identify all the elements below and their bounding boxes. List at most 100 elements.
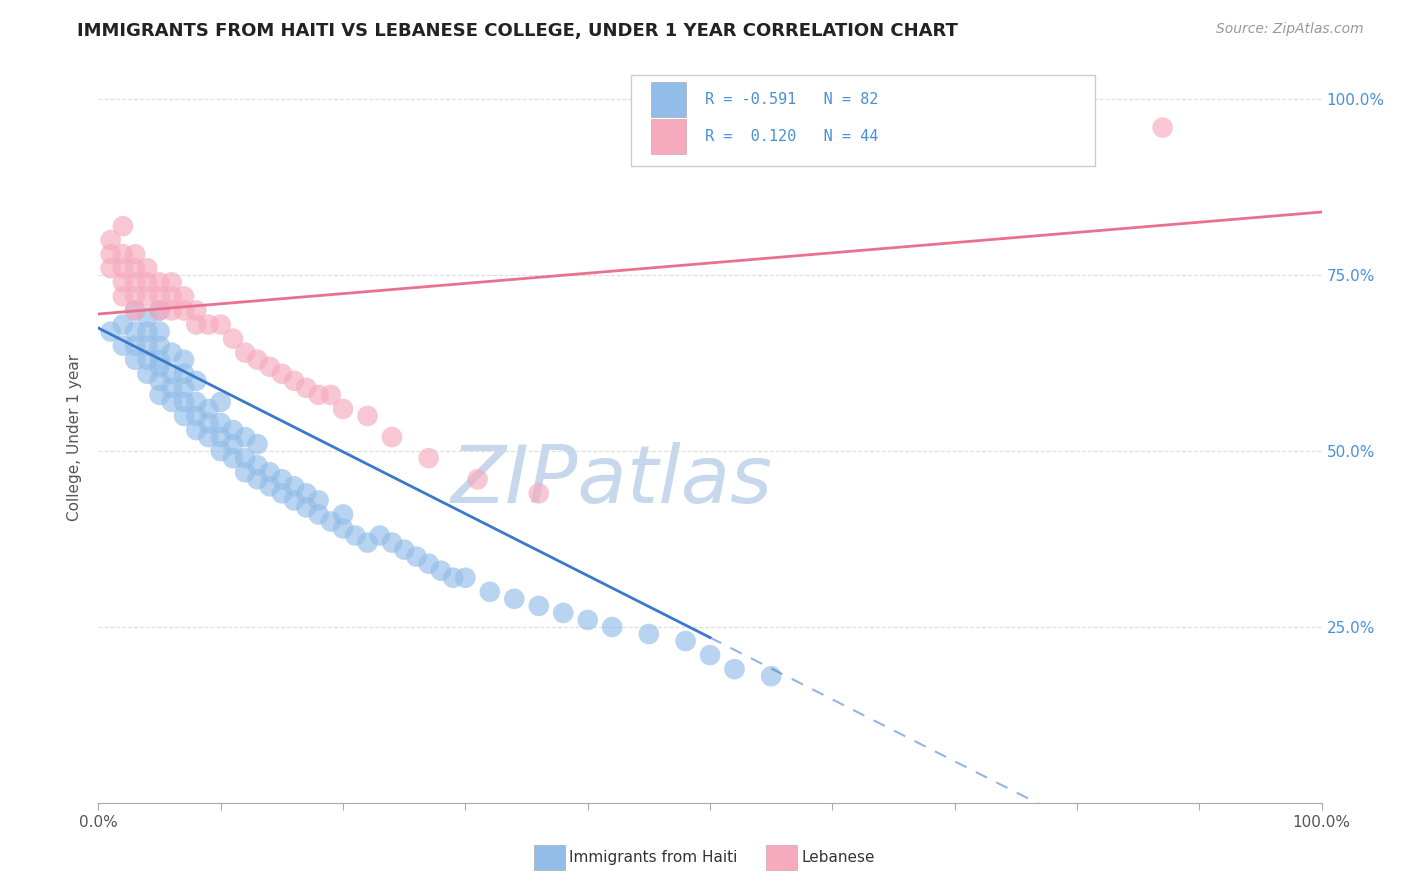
Point	[418, 557, 440, 571]
Point	[209, 444, 232, 458]
Point	[149, 325, 172, 339]
Point	[478, 584, 501, 599]
Point	[270, 472, 294, 486]
Point	[233, 430, 256, 444]
Point	[124, 339, 146, 353]
Text: Source: ZipAtlas.com: Source: ZipAtlas.com	[1216, 22, 1364, 37]
Point	[381, 430, 404, 444]
Point	[136, 289, 159, 303]
Point	[332, 508, 354, 522]
Point	[308, 508, 330, 522]
Point	[186, 395, 208, 409]
Point	[100, 325, 122, 339]
Point	[209, 395, 232, 409]
Point	[418, 451, 440, 466]
Point	[160, 381, 183, 395]
Point	[233, 451, 256, 466]
Point	[186, 423, 208, 437]
Point	[160, 395, 183, 409]
Point	[111, 261, 134, 276]
Point	[270, 367, 294, 381]
Point	[1152, 120, 1174, 135]
Point	[222, 451, 245, 466]
Point	[209, 318, 232, 332]
Point	[356, 409, 378, 423]
Point	[160, 303, 183, 318]
Point	[136, 367, 159, 381]
Point	[111, 247, 134, 261]
Point	[454, 571, 477, 585]
Bar	[651, 119, 686, 154]
Point	[699, 648, 721, 662]
Point	[295, 500, 318, 515]
Point	[173, 367, 195, 381]
Point	[111, 219, 134, 233]
Point	[259, 359, 281, 374]
Point	[197, 416, 219, 430]
Point	[576, 613, 599, 627]
Text: Lebanese: Lebanese	[801, 850, 875, 864]
Point	[160, 276, 183, 290]
Point	[246, 458, 269, 473]
Point	[173, 352, 195, 367]
Point	[233, 465, 256, 479]
Point	[124, 276, 146, 290]
Point	[319, 515, 342, 529]
Point	[111, 318, 134, 332]
Point	[149, 388, 172, 402]
Point	[197, 318, 219, 332]
Point	[270, 486, 294, 500]
Text: IMMIGRANTS FROM HAITI VS LEBANESE COLLEGE, UNDER 1 YEAR CORRELATION CHART: IMMIGRANTS FROM HAITI VS LEBANESE COLLEG…	[77, 22, 959, 40]
Point	[111, 339, 134, 353]
Point	[246, 437, 269, 451]
Point	[149, 303, 172, 318]
Point	[527, 486, 550, 500]
Point	[553, 606, 575, 620]
Point	[209, 430, 232, 444]
Point	[527, 599, 550, 613]
Point	[149, 276, 172, 290]
Point	[723, 662, 745, 676]
Point	[100, 233, 122, 247]
Point	[100, 247, 122, 261]
Point	[149, 352, 172, 367]
Text: R =  0.120   N = 44: R = 0.120 N = 44	[706, 129, 879, 144]
Point	[600, 620, 623, 634]
Point	[283, 493, 305, 508]
Text: R = -0.591   N = 82: R = -0.591 N = 82	[706, 93, 879, 107]
Point	[332, 521, 354, 535]
Point	[344, 528, 367, 542]
Point	[405, 549, 427, 564]
Point	[430, 564, 453, 578]
Point	[283, 479, 305, 493]
Point	[149, 339, 172, 353]
Y-axis label: College, Under 1 year: College, Under 1 year	[67, 353, 83, 521]
Point	[319, 388, 342, 402]
Point	[111, 276, 134, 290]
Point	[160, 367, 183, 381]
Point	[467, 472, 489, 486]
Point	[124, 261, 146, 276]
Point	[222, 332, 245, 346]
Point	[136, 310, 159, 325]
Point	[186, 318, 208, 332]
Point	[173, 289, 195, 303]
Point	[124, 303, 146, 318]
Text: Immigrants from Haiti: Immigrants from Haiti	[569, 850, 738, 864]
Point	[111, 289, 134, 303]
Point	[124, 303, 146, 318]
Point	[332, 401, 354, 416]
Point	[503, 591, 526, 606]
Point	[173, 409, 195, 423]
Point	[173, 381, 195, 395]
Point	[368, 528, 391, 542]
Point	[100, 261, 122, 276]
Point	[356, 535, 378, 549]
Point	[124, 352, 146, 367]
Point	[209, 416, 232, 430]
Point	[124, 325, 146, 339]
Bar	[651, 82, 686, 118]
Point	[136, 261, 159, 276]
Point	[197, 401, 219, 416]
Point	[222, 423, 245, 437]
